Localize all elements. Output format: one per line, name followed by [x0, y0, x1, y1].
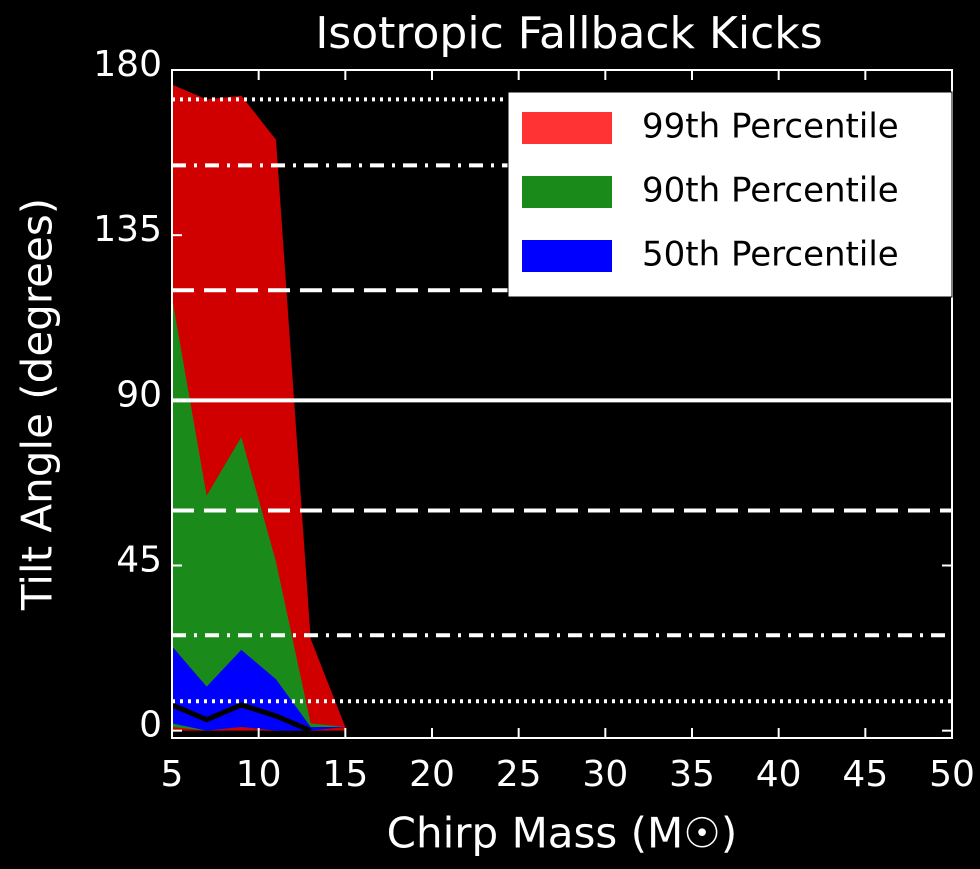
area	[172, 297, 346, 731]
x-tick-label: 45	[842, 754, 888, 795]
area	[172, 646, 346, 731]
x-tick-label: 5	[161, 754, 184, 795]
plot-frame	[171, 69, 953, 739]
legend-label: 50th Percentile	[642, 235, 899, 275]
legend-swatch	[522, 176, 612, 208]
x-tick-label: 15	[322, 754, 368, 795]
median-line	[171, 702, 312, 733]
legend-label: 99th Percentile	[642, 107, 899, 147]
x-tick-label: 30	[582, 754, 628, 795]
x-tick-label: 35	[669, 754, 715, 795]
y-axis-label: Tilt Angle (degrees)	[13, 198, 62, 611]
chart-title: Isotropic Fallback Kicks	[315, 8, 822, 59]
x-axis-label: Chirp Mass (M☉)	[387, 809, 738, 858]
x-tick-label: 10	[236, 754, 282, 795]
legend-swatch	[522, 112, 612, 144]
x-tick-label: 25	[496, 754, 542, 795]
x-tick-label: 20	[409, 754, 455, 795]
y-tick-label: 0	[139, 705, 162, 746]
x-tick-label: 40	[756, 754, 802, 795]
y-tick-label: 135	[93, 209, 162, 250]
y-tick-label: 90	[116, 374, 162, 415]
y-tick-label: 180	[93, 44, 162, 85]
legend-label: 90th Percentile	[642, 171, 899, 211]
x-tick-label: 50	[929, 754, 975, 795]
legend-swatch	[522, 240, 612, 272]
y-tick-label: 45	[116, 539, 162, 580]
